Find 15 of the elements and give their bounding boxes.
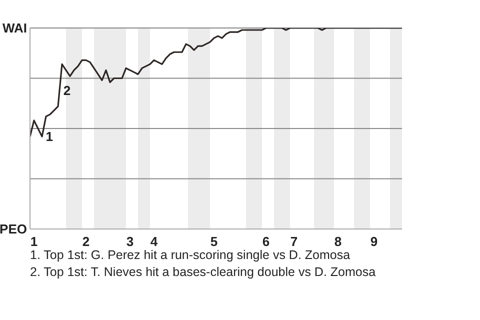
- x-tick-label: 1: [30, 234, 38, 250]
- x-tick-label: 2: [82, 234, 90, 250]
- x-tick-label: 7: [290, 234, 298, 250]
- x-tick-label: 6: [262, 234, 270, 250]
- text: PEO: [0, 222, 27, 237]
- text: 2. Top 1st: T. Nieves hit a bases-clearing double vs D. Zomosa: [30, 264, 377, 281]
- x-tick-label: 9: [370, 234, 378, 250]
- x-tick-label: 3: [126, 234, 134, 250]
- text: WAI: [2, 20, 27, 36]
- annotation: 1: [46, 129, 54, 144]
- text: 1. Top 1st: G. Perez hit a run-scoring single vs D. Zomosa: [30, 248, 350, 262]
- annotation: 2: [63, 82, 71, 98]
- x-tick-label: 5: [210, 234, 218, 250]
- x-tick-label: 4: [150, 234, 158, 250]
- x-tick-label: 8: [334, 234, 342, 250]
